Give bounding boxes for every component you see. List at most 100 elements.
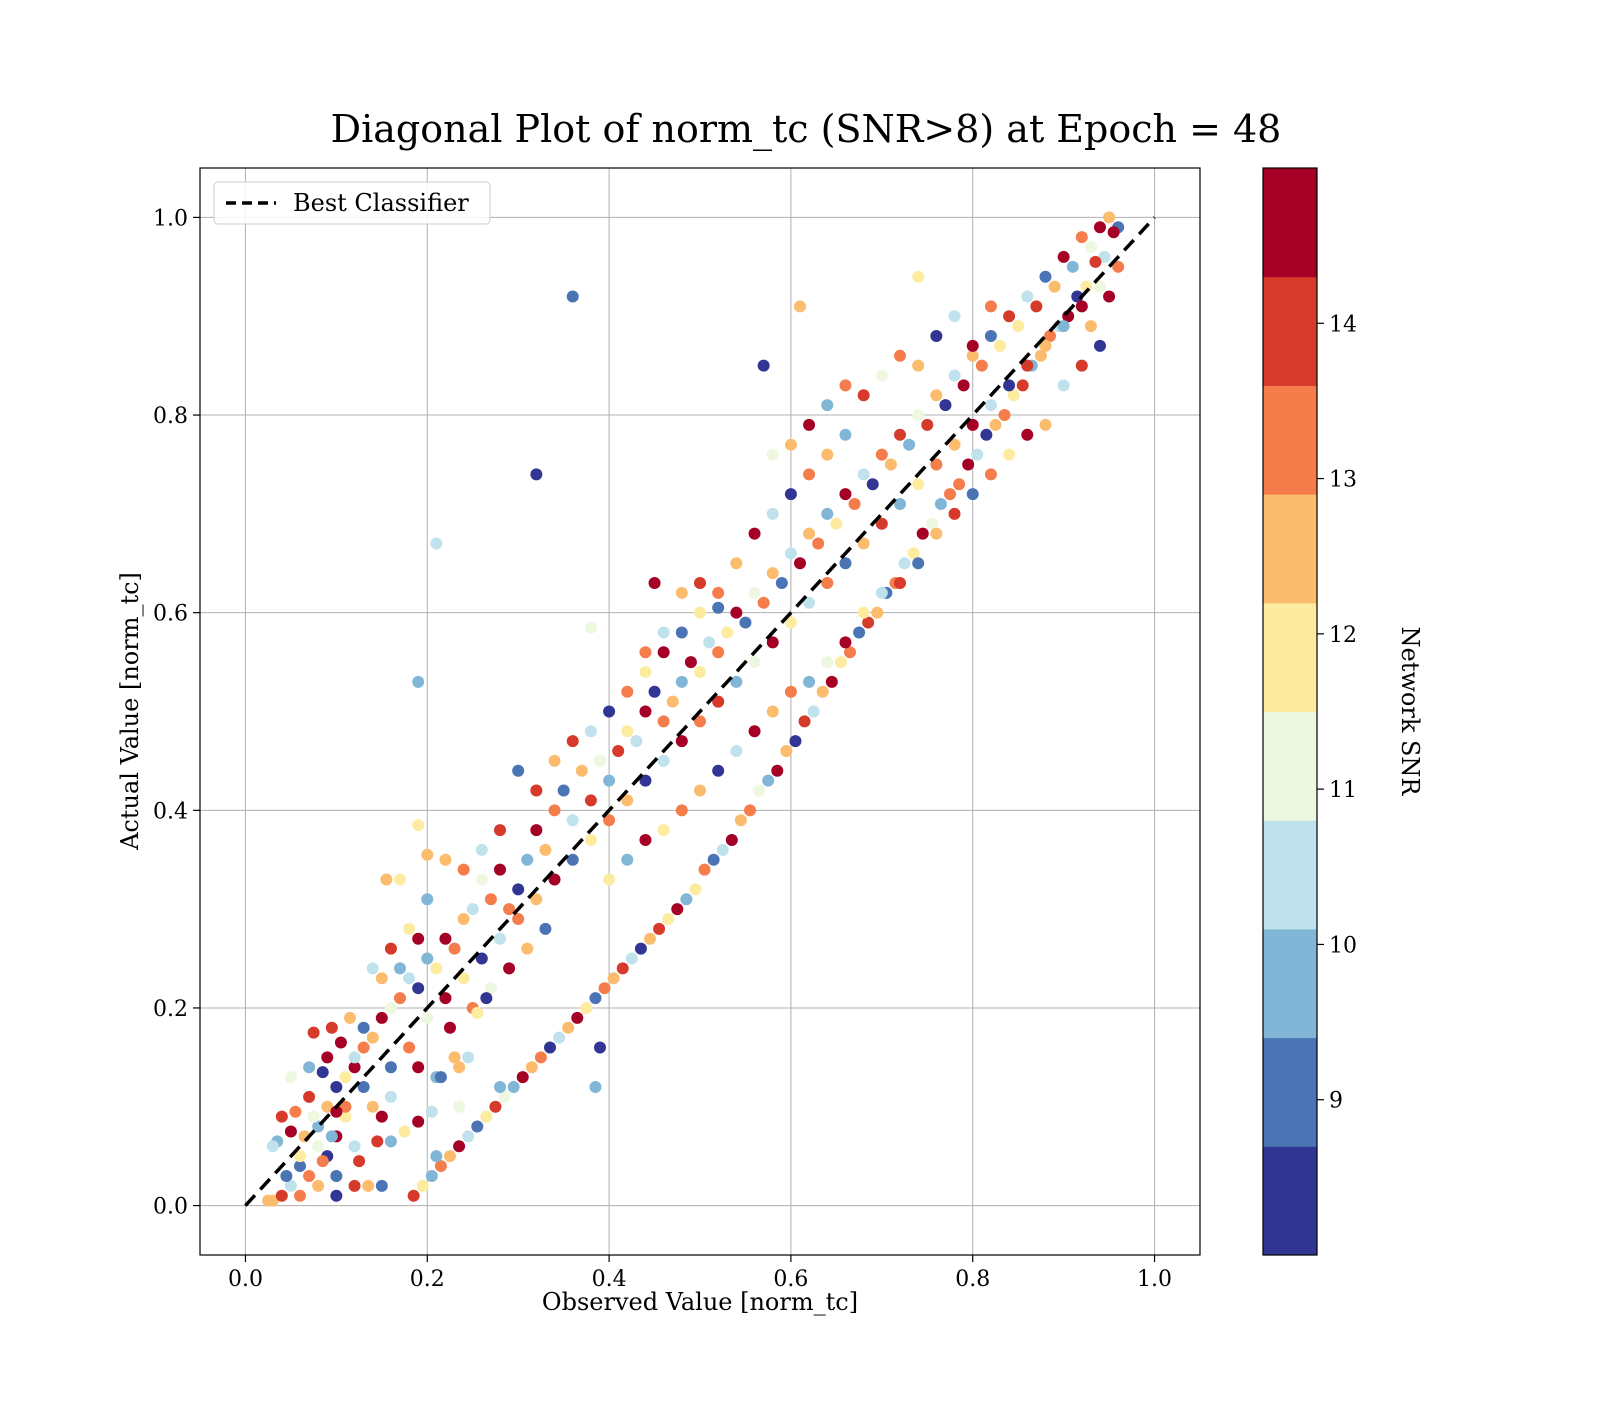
scatter-point (780, 745, 793, 758)
scatter-point (403, 922, 416, 935)
scatter-point (512, 883, 525, 896)
scatter-point (584, 725, 597, 738)
scatter-point (1098, 250, 1111, 263)
scatter-point (875, 586, 888, 599)
scatter-point (712, 646, 725, 659)
scatter-point (312, 1179, 325, 1192)
scatter-point (784, 616, 797, 629)
scatter-point (721, 626, 734, 639)
scatter-point (375, 972, 388, 985)
scatter-point (494, 824, 506, 837)
scatter-point (803, 468, 816, 481)
scatter-point (912, 270, 925, 283)
scatter-point (1103, 211, 1116, 224)
scatter-point (453, 1140, 466, 1153)
x-tick-label: 1.0 (1137, 1267, 1172, 1292)
scatter-point (471, 1120, 484, 1133)
scatter-point (821, 399, 834, 412)
x-axis-label: Observed Value [norm_tc] (542, 1288, 858, 1316)
x-tick-label: 0.4 (592, 1267, 627, 1292)
scatter-point (784, 547, 797, 560)
colorbar-segments (1263, 168, 1317, 1256)
scatter-point (657, 646, 670, 659)
scatter-point (430, 1150, 443, 1163)
scatter-point (321, 1051, 334, 1064)
scatter-point (621, 794, 634, 807)
y-tick-label: 0.6 (153, 602, 188, 627)
scatter-point (412, 1115, 425, 1128)
scatter-point (589, 992, 602, 1005)
scatter-point (934, 497, 947, 510)
scatter-point (403, 1041, 416, 1054)
scatter-point (784, 685, 797, 698)
scatter-point (330, 1105, 343, 1118)
scatter-point (430, 962, 443, 975)
scatter-point (1094, 339, 1106, 352)
colorbar-segment (1263, 820, 1317, 930)
scatter-point (275, 1110, 288, 1123)
scatter-point (448, 942, 461, 955)
scatter-point (584, 621, 597, 634)
scatter-point (1057, 379, 1070, 392)
scatter-point (607, 972, 620, 985)
best-classifier-line (244, 216, 1156, 1207)
scatter-point (1021, 359, 1034, 372)
scatter-point (348, 1140, 361, 1153)
scatter-point (266, 1140, 279, 1153)
scatter-point (712, 601, 725, 614)
scatter-point (816, 685, 829, 698)
scatter-point (503, 903, 516, 916)
scatter-point (353, 1155, 366, 1168)
scatter-point (1016, 379, 1029, 392)
scatter-point (330, 1189, 343, 1202)
scatter-point (466, 903, 479, 916)
scatter-point (339, 1110, 352, 1123)
scatter-point (412, 932, 425, 945)
scatter-point (948, 507, 961, 520)
colorbar-tick-label: 11 (1329, 778, 1357, 803)
scatter-point (953, 478, 966, 491)
scatter-point (757, 596, 770, 609)
scatter-point (412, 819, 425, 832)
scatter-point (357, 1041, 370, 1054)
scatter-point (821, 656, 834, 669)
scatter-point (984, 300, 997, 313)
scatter-point (284, 1179, 297, 1192)
scatter-point (694, 577, 706, 590)
scatter-point (1003, 310, 1016, 323)
colorbar-frame (1262, 167, 1318, 1256)
scatter-point (884, 458, 897, 471)
scatter-point (498, 1090, 511, 1103)
scatter-point (675, 735, 688, 748)
scatter-point (566, 814, 579, 827)
scatter-point (894, 497, 906, 510)
x-tick-label: 0.2 (410, 1267, 445, 1292)
y-tick-label: 0.2 (153, 997, 188, 1022)
scatter-point (671, 903, 684, 916)
y-tick-label: 0.8 (153, 404, 188, 429)
scatter-point (553, 1031, 566, 1044)
scatter-point (375, 1179, 388, 1192)
scatter-point (684, 656, 697, 669)
scatter-point (507, 1081, 520, 1094)
scatter-point (539, 922, 552, 935)
scatter-point (834, 656, 847, 669)
scatter-point (603, 705, 616, 718)
scatter-point (1039, 270, 1052, 283)
scatter-point (571, 1011, 584, 1024)
x-tick-label: 0.8 (955, 1267, 990, 1292)
scatter-point (303, 1061, 316, 1074)
scatter-point (516, 1071, 529, 1084)
scatter-point (548, 804, 561, 817)
scatter-point (803, 527, 816, 540)
scatter-point (598, 982, 611, 995)
scatter-point (875, 369, 888, 382)
scatter-point (944, 488, 956, 501)
scatter-point (734, 814, 747, 827)
scatter-point (675, 626, 688, 639)
scatter-point (434, 1160, 447, 1173)
scatter-point (475, 843, 488, 856)
scatter-point (1021, 428, 1034, 441)
scatter-point (557, 784, 570, 797)
